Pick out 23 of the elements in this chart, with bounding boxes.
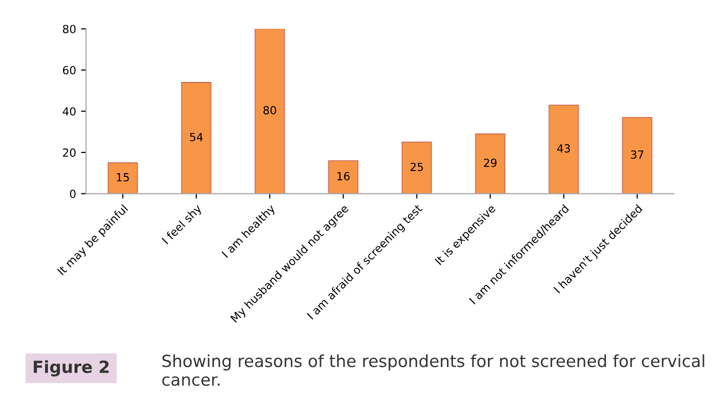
y-tick-label: 60	[62, 66, 76, 74]
bar	[475, 134, 506, 194]
y-tick-label: 80	[62, 24, 76, 34]
text: Showing reasons of the respondents for not screened for cervical cancer.	[162, 354, 704, 386]
y-tick-label: 20	[62, 148, 76, 157]
caption: Figure 2	[34, 360, 109, 376]
bar	[548, 104, 579, 194]
data-label: 43	[557, 144, 570, 153]
data-label: 25	[410, 162, 423, 172]
data-label: 54	[190, 132, 203, 142]
bar	[254, 28, 285, 194]
bar	[108, 162, 138, 194]
data-label: 80	[263, 106, 276, 114]
data-label: 37	[631, 150, 644, 159]
data-label: 15	[116, 173, 129, 182]
y-tick-label: 0	[70, 190, 76, 198]
bar	[622, 117, 652, 194]
data-label: 29	[484, 158, 497, 167]
bar	[402, 142, 432, 194]
bar	[181, 82, 212, 194]
y-tick-label: 40	[62, 107, 76, 116]
data-label: 16	[337, 172, 350, 180]
bar	[328, 160, 358, 194]
